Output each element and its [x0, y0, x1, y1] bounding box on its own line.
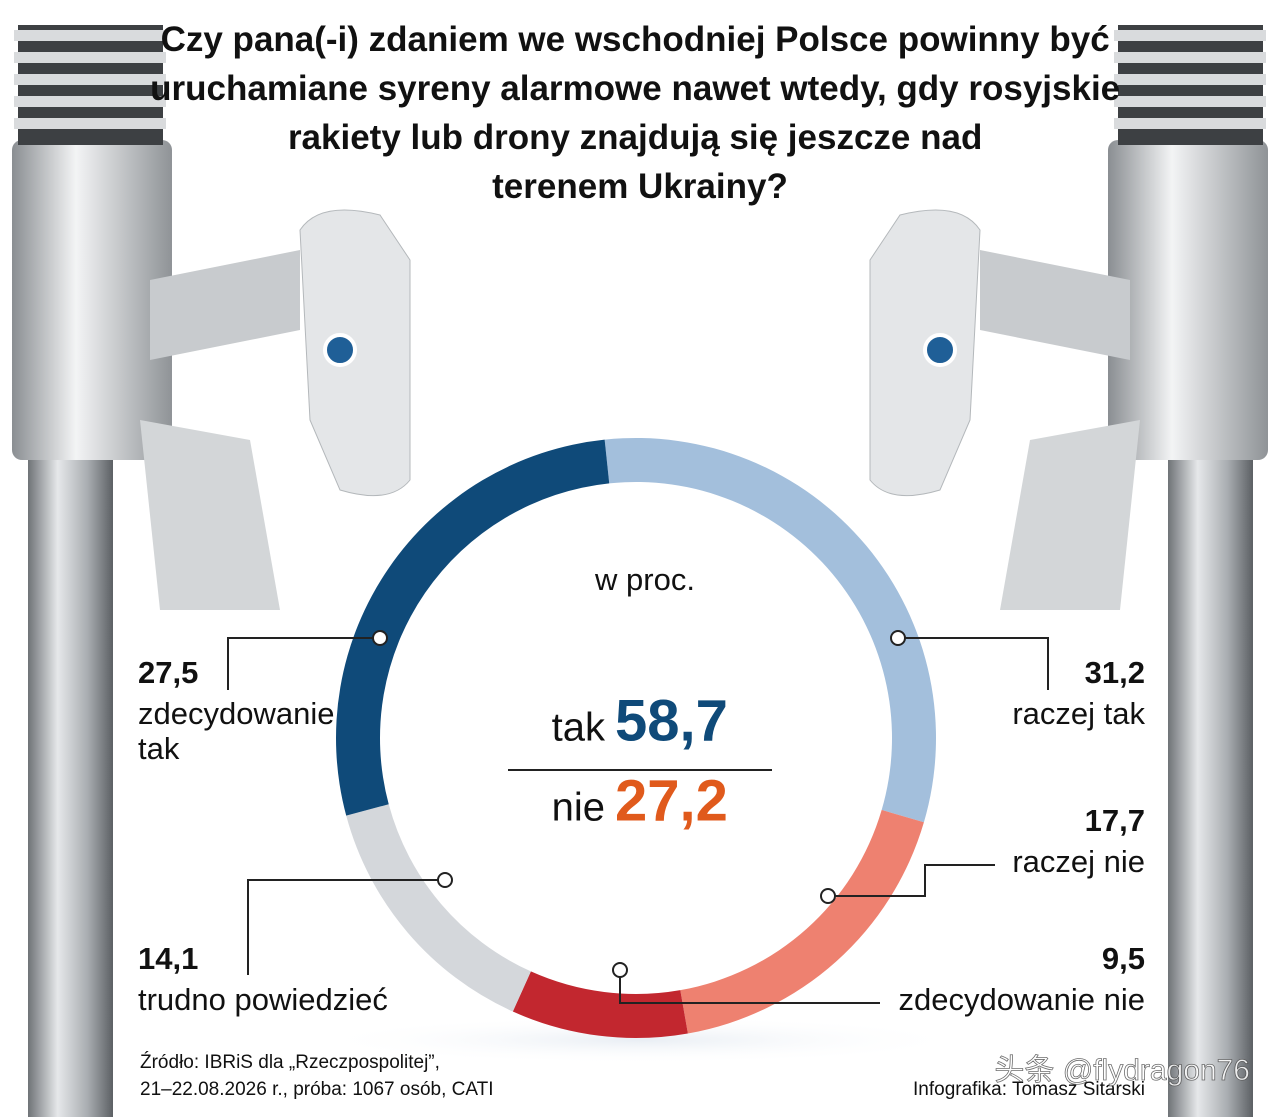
leader-dot: [612, 962, 628, 978]
source: Źródło: IBRiS dla „Rzeczpospolitej”,: [140, 1052, 440, 1073]
summary-value: 27,2: [615, 768, 728, 833]
category-label: zdecydowanie tak: [138, 696, 343, 766]
value-label: 17,7: [1085, 803, 1145, 838]
category-label: raczej tak: [1012, 696, 1145, 731]
leader-line: [619, 970, 880, 1004]
value-label: 14,1: [138, 941, 198, 976]
siren-left: [12, 25, 411, 1117]
donut-segment: [604, 438, 936, 823]
leader-line: [247, 879, 445, 975]
category-label: raczej nie: [1012, 844, 1145, 879]
leader-line: [227, 637, 380, 690]
leader-dot: [372, 630, 388, 646]
donut-segment: [680, 809, 924, 1034]
leader-dot: [820, 888, 836, 904]
shadow: [310, 1016, 970, 1064]
source: 21–22.08.2026 r., próba: 1067 osób, CATI: [140, 1079, 494, 1100]
donut-segment: [346, 804, 531, 1012]
chart-title: Czy pana(-i) zdaniem we wschodniej Polsc…: [150, 20, 1130, 206]
value-label: 27,5: [138, 655, 198, 690]
siren-right: [869, 25, 1268, 1117]
leader-dot: [437, 872, 453, 888]
credit: Infografika: Tomasz Sitarski: [913, 1079, 1145, 1100]
donut-segment: [336, 439, 610, 816]
summary-name: nie: [552, 786, 605, 830]
category-label: zdecydowanie nie: [899, 982, 1145, 1017]
summary-value: 58,7: [615, 688, 728, 753]
donut-segment: [512, 971, 688, 1038]
leader-dot: [890, 630, 906, 646]
value-label: 31,2: [1085, 655, 1145, 690]
subtitle: w proc.: [594, 562, 695, 597]
leader-line: [828, 864, 995, 897]
leader-line: [898, 637, 1049, 690]
category-label: trudno powiedzieć: [138, 982, 388, 1017]
value-label: 9,5: [1102, 941, 1145, 976]
summary-name: tak: [552, 706, 606, 750]
watermark: 头条 @flydragon76: [994, 1054, 1250, 1087]
